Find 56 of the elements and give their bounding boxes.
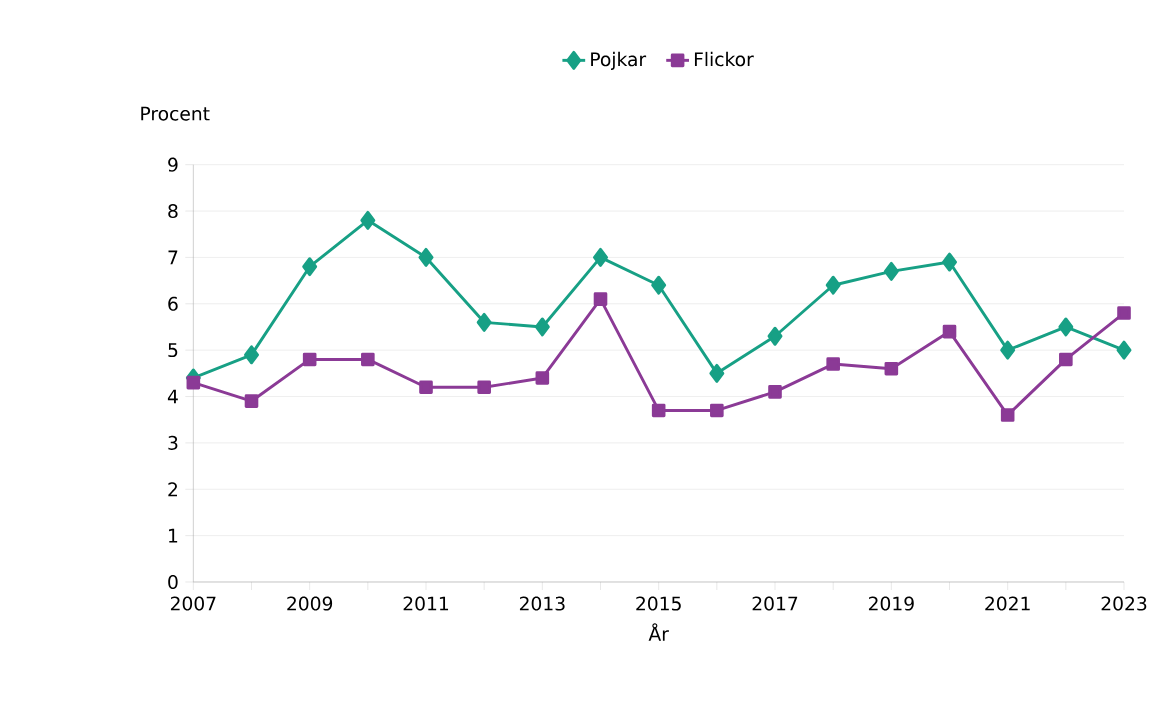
x-axis-title: År [648, 623, 669, 641]
point [709, 363, 725, 383]
legend-label: Pojkar [591, 51, 647, 70]
point [535, 371, 550, 385]
point [651, 275, 667, 295]
point [1116, 340, 1132, 360]
point [186, 375, 201, 390]
x-tick-label: 2023 [1101, 596, 1147, 611]
point [476, 312, 492, 332]
y-tick-label: 0 [168, 574, 178, 590]
point [826, 357, 840, 371]
point [1000, 340, 1016, 360]
point [883, 261, 899, 281]
x-tick-label: 2017 [752, 596, 798, 611]
y-tick-label: 6 [168, 296, 178, 311]
point [1058, 317, 1074, 337]
point [825, 275, 841, 295]
point [942, 324, 957, 339]
point [710, 403, 724, 418]
point [418, 247, 434, 267]
x-tick-label: 2007 [170, 596, 216, 611]
point [360, 210, 376, 230]
legend-label: Flickor [694, 51, 754, 67]
point [477, 380, 491, 395]
x-tick-label: 2015 [636, 596, 681, 611]
x-tick-label: 2011 [403, 596, 449, 611]
point [1059, 352, 1073, 367]
x-tick-label: 2009 [287, 596, 333, 611]
y-tick-label: 3 [168, 435, 178, 450]
point [244, 345, 259, 365]
point [767, 326, 783, 346]
point [942, 252, 957, 272]
point [1117, 306, 1131, 320]
x-tick-label: 2019 [868, 596, 914, 611]
x-tick-label: 2021 [985, 596, 1030, 611]
point [1000, 408, 1015, 422]
y-tick-label: 8 [168, 203, 178, 219]
point [244, 394, 259, 408]
y-tick-label: 7 [168, 250, 178, 265]
y-axis-title: Procent [141, 106, 210, 121]
point [534, 317, 550, 337]
point [419, 380, 433, 395]
y-tick-label: 1 [169, 528, 178, 543]
point [768, 385, 782, 399]
point [593, 247, 608, 267]
y-tick-label: 2 [168, 482, 177, 497]
x-tick-label: 2013 [519, 596, 565, 611]
y-tick-label: 5 [168, 343, 178, 358]
point [361, 352, 375, 367]
y-tick-label: 4 [167, 389, 178, 404]
point [884, 361, 899, 376]
y-tick-label: 9 [168, 157, 178, 172]
point [302, 257, 318, 277]
point [593, 292, 608, 306]
point [651, 403, 666, 418]
point [302, 352, 317, 367]
